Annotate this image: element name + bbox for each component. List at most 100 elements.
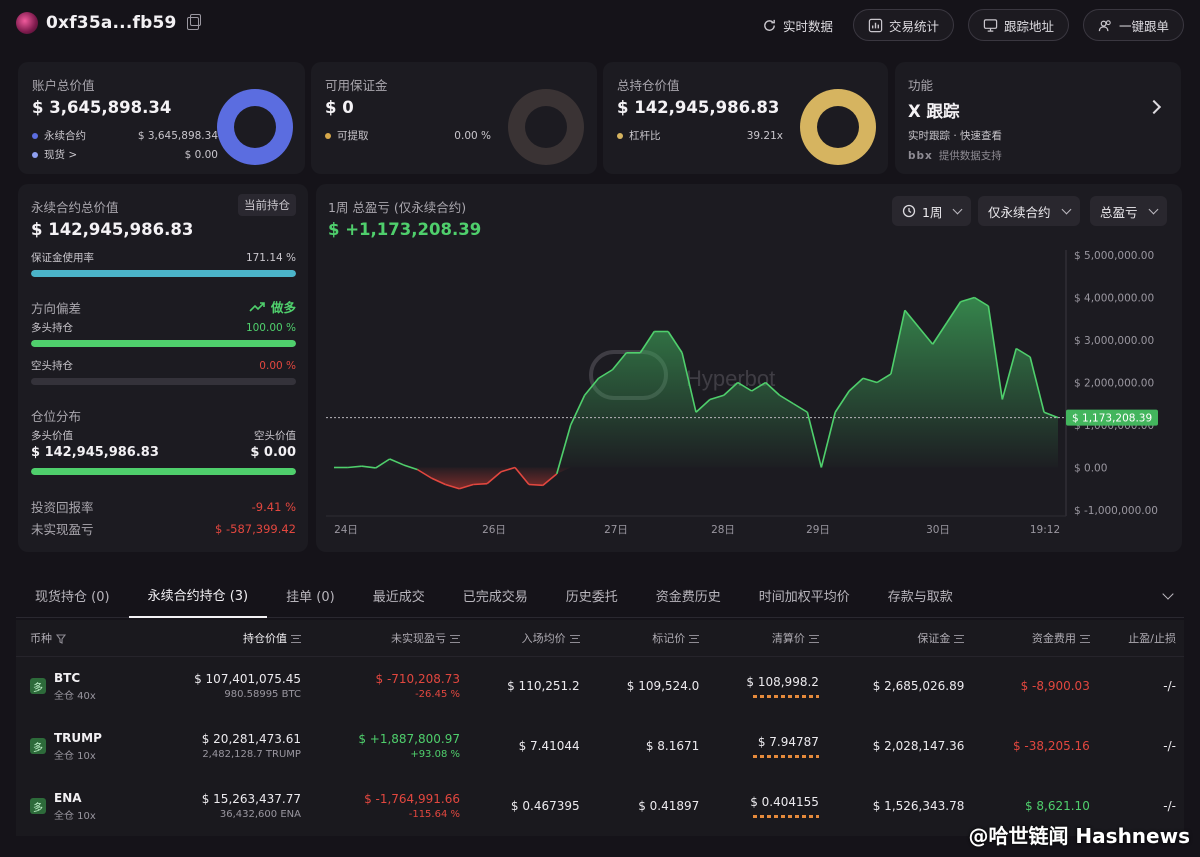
wallet-address: 0xf35a...fb59 bbox=[46, 13, 177, 33]
feature-card[interactable]: 功能 X 跟踪 实时跟踪 · 快速查看 bbx 提供数据支持 bbox=[895, 62, 1181, 174]
roi-label: 投资回报率 bbox=[31, 500, 94, 515]
liq-cell: $ 0.404155 bbox=[707, 776, 827, 836]
col-entry[interactable]: 入场均价 bbox=[468, 620, 588, 657]
margin-cell: $ 1,526,343.78 bbox=[872, 799, 965, 813]
roi-value: -9.41 % bbox=[251, 499, 296, 514]
table-row[interactable]: 多 TRUMP 全仓 10x $ 20,281,473.61 2,482,128.… bbox=[16, 716, 1184, 776]
wallet-header: 0xf35a...fb59 bbox=[16, 12, 201, 34]
pnl-type-label: 总盈亏 bbox=[1100, 204, 1138, 220]
upnl-label: 未实现盈亏 bbox=[31, 522, 94, 537]
period-select[interactable]: 1周 bbox=[892, 196, 972, 226]
liq-cell: $ 7.94787 bbox=[707, 716, 827, 776]
col-upnl-label: 未实现盈亏 bbox=[391, 631, 446, 645]
pnl-line-segment bbox=[709, 394, 725, 401]
margin-usage-bar bbox=[31, 270, 296, 277]
col-value[interactable]: 持仓价值 bbox=[142, 620, 309, 657]
upnl-value: $ -710,208.73 bbox=[375, 672, 461, 687]
funding-cell: $ 8,621.10 bbox=[1024, 799, 1090, 813]
col-mark[interactable]: 标记价 bbox=[587, 620, 708, 657]
pnl-line-segment bbox=[445, 483, 460, 490]
tab-2[interactable]: 挂单 (0) bbox=[286, 590, 335, 605]
upnl-value: $ +1,887,800.97 bbox=[358, 732, 460, 746]
pnl-line-segment bbox=[514, 466, 530, 486]
perp-dot bbox=[32, 133, 38, 139]
col-coin[interactable]: 币种 bbox=[16, 620, 143, 657]
current-position-tag[interactable]: 当前持仓 bbox=[238, 194, 296, 216]
coin-name[interactable]: TRUMP bbox=[54, 730, 102, 745]
table-row[interactable]: 多 BTC 全仓 40x $ 107,401,075.45 980.58995 B… bbox=[16, 656, 1184, 716]
spot-row-label: 现货 > bbox=[44, 149, 78, 161]
x-tick-label: 27日 bbox=[604, 524, 628, 536]
tab-3[interactable]: 最近成交 bbox=[372, 590, 425, 605]
track-address-button[interactable]: 跟踪地址 bbox=[967, 9, 1069, 41]
col-liq[interactable]: 清算价 bbox=[707, 620, 827, 657]
mark-cell: $ 8.1671 bbox=[645, 739, 700, 753]
spot-row[interactable]: 现货 > $ 0.00 bbox=[32, 147, 218, 162]
pnl-title: 1周 总盈亏 (仅永续合约) bbox=[328, 200, 467, 215]
available-margin-card: 可用保证金 $ 0 可提取 0.00 % bbox=[311, 62, 597, 174]
contract-filter-select[interactable]: 仅永续合约 bbox=[978, 196, 1080, 226]
pnl-line-segment bbox=[389, 458, 404, 466]
pnl-line-segment bbox=[681, 352, 697, 413]
upnl-cell: $ -710,208.73 -26.45 % bbox=[309, 656, 468, 716]
col-margin[interactable]: 保证金 bbox=[826, 620, 973, 657]
upnl-value: $ -1,764,991.66 bbox=[364, 792, 460, 806]
liq-cell: $ 108,998.2 bbox=[707, 656, 827, 716]
coin-name[interactable]: BTC bbox=[54, 670, 81, 685]
y-tick-label: $ 4,000,000.00 bbox=[1074, 293, 1154, 305]
tab-1[interactable]: 永续合约持仓 (3) bbox=[128, 574, 268, 618]
col-entry-label: 入场均价 bbox=[521, 631, 566, 645]
short-position-label: 空头持仓 bbox=[31, 360, 73, 372]
pnl-line-segment bbox=[987, 305, 1004, 400]
coin-name[interactable]: ENA bbox=[54, 790, 82, 805]
bias-value: 做多 bbox=[249, 297, 296, 316]
tpsl-cell[interactable]: -/- bbox=[1163, 679, 1176, 694]
feature-subtitle: 实时跟踪 · 快速查看 bbox=[908, 130, 1003, 142]
account-donut bbox=[217, 89, 293, 165]
pnl-line-segment bbox=[723, 381, 739, 396]
coin-cell: 多 ENA 全仓 10x bbox=[16, 776, 143, 836]
tab-4[interactable]: 已完成交易 bbox=[462, 590, 528, 605]
pnl-area-negative bbox=[334, 467, 1058, 489]
copy-trade-button[interactable]: 一键跟单 bbox=[1082, 9, 1184, 41]
tab-5[interactable]: 历史委托 bbox=[565, 590, 618, 605]
pnl-line-segment bbox=[960, 296, 975, 303]
copy-icon[interactable] bbox=[186, 13, 201, 30]
long-position-row: 多头持仓 100.00 % bbox=[31, 320, 296, 335]
margin-usage-value: 171.14 % bbox=[245, 251, 296, 264]
realtime-data-label: 实时数据 bbox=[782, 18, 833, 34]
x-tick-label: 28日 bbox=[711, 524, 735, 536]
realtime-data-button[interactable]: 实时数据 bbox=[756, 9, 839, 41]
table-row[interactable]: 多 ENA 全仓 10x $ 15,263,437.77 36,432,600 E… bbox=[16, 776, 1184, 836]
positions-table: 币种 持仓价值 未实现盈亏 入场均价 标记价 清算价 保证金 资金费用 止盈/止… bbox=[16, 620, 1184, 836]
liq-value: $ 0.404155 bbox=[750, 794, 819, 809]
tab-7[interactable]: 时间加权平均价 bbox=[758, 590, 850, 605]
upnl-cell: $ +1,887,800.97 +93.08 % bbox=[309, 716, 468, 776]
chevron-down-icon bbox=[1148, 204, 1158, 214]
pnl-line-segment bbox=[779, 394, 794, 405]
col-funding[interactable]: 资金费用 bbox=[972, 620, 1098, 657]
tab-0[interactable]: 现货持仓 (0) bbox=[35, 590, 110, 605]
tab-8[interactable]: 存款与取款 bbox=[887, 590, 953, 605]
col-tpsl: 止盈/止损 bbox=[1097, 620, 1184, 657]
long-position-value: 100.00 % bbox=[245, 321, 296, 334]
col-upnl[interactable]: 未实现盈亏 bbox=[308, 620, 468, 657]
y-tick-label: $ 0.00 bbox=[1074, 463, 1107, 475]
coin-cell: 多 BTC 全仓 40x bbox=[16, 656, 143, 716]
tpsl-cell[interactable]: -/- bbox=[1163, 799, 1176, 813]
x-tick-label: 30日 bbox=[926, 524, 950, 536]
chevron-right-icon[interactable] bbox=[1146, 99, 1162, 115]
upnl-row: 未实现盈亏 $ -587,399.42 bbox=[31, 519, 296, 538]
short-value-label: 空头价值 bbox=[254, 430, 296, 442]
trade-stats-button[interactable]: 交易统计 bbox=[852, 9, 954, 41]
pnl-type-select[interactable]: 总盈亏 bbox=[1090, 196, 1167, 226]
tab-6[interactable]: 资金费历史 bbox=[655, 590, 721, 605]
tpsl-cell[interactable]: -/- bbox=[1163, 739, 1176, 753]
sort-icon bbox=[1079, 634, 1090, 643]
long-badge: 多 bbox=[30, 738, 46, 754]
y-tick-label: $ 3,000,000.00 bbox=[1074, 335, 1154, 347]
col-funding-label: 资金费用 bbox=[1031, 631, 1076, 645]
pnl-area-positive bbox=[334, 297, 1058, 468]
upnl-pct: -115.64 % bbox=[408, 809, 460, 820]
leverage-value: 39.21x bbox=[746, 129, 783, 142]
